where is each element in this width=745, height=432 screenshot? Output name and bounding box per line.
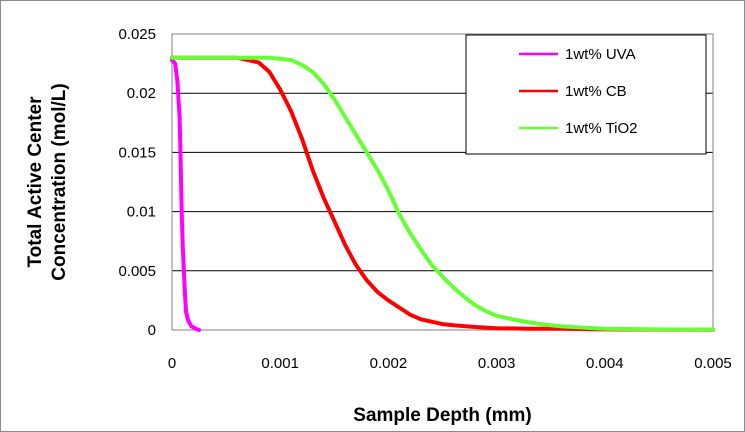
plot-area — [171, 33, 714, 331]
legend-label-0: 1wt% UVA — [565, 46, 636, 63]
x-tick-label: 0.001 — [261, 355, 299, 372]
x-tick-label: 0.002 — [370, 355, 408, 372]
y-axis-title-line-2: Concentration (mol/L) — [49, 83, 70, 280]
legend-label-2: 1wt% TiO2 — [565, 120, 638, 137]
y-axis-title: Total Active Center Concentration (mol/L… — [25, 83, 70, 280]
y-tick-label: 0.005 — [118, 263, 156, 280]
y-tick-label: 0 — [148, 322, 156, 339]
series-line-2 — [170, 55, 715, 332]
y-tick-label: 0.015 — [118, 144, 156, 161]
x-tick-label: 0.003 — [478, 355, 516, 372]
x-tick-label: 0 — [168, 355, 176, 372]
series-line-0 — [170, 58, 202, 332]
legend-label-1: 1wt% CB — [565, 83, 627, 100]
y-tick-labels: 0 0.005 0.01 0.015 0.02 0.025 — [118, 26, 156, 339]
y-axis-title-line-1: Total Active Center — [25, 96, 46, 268]
series-layer — [170, 55, 715, 332]
gridlines — [172, 92, 713, 272]
x-tick-label: 0.005 — [694, 355, 732, 372]
x-tick-labels: 0 0.001 0.002 0.003 0.004 0.005 — [168, 355, 732, 372]
y-tick-label: 0.025 — [118, 26, 156, 43]
legend: 1wt% UVA 1wt% CB 1wt% TiO2 — [465, 34, 707, 155]
x-tick-label: 0.004 — [586, 355, 624, 372]
series-line-1 — [170, 55, 715, 332]
y-tick-label: 0.01 — [127, 204, 156, 221]
y-tick-label: 0.02 — [127, 85, 156, 102]
legend-box — [465, 34, 707, 155]
x-axis-title: Sample Depth (mm) — [353, 405, 531, 426]
